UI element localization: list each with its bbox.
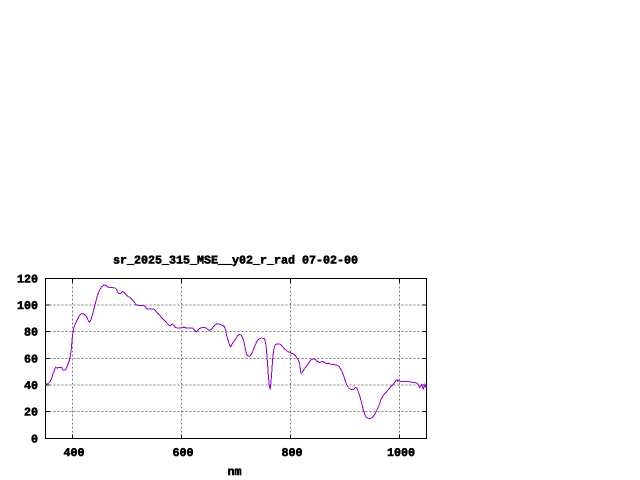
svg-text:40: 40	[24, 379, 38, 393]
svg-text:800: 800	[282, 446, 303, 460]
svg-text:sr_2025_315_MSE__y02_r_rad 07-: sr_2025_315_MSE__y02_r_rad 07-02-00	[113, 254, 358, 268]
svg-text:120: 120	[17, 273, 38, 287]
svg-text:20: 20	[24, 406, 38, 420]
svg-text:80: 80	[24, 326, 38, 340]
svg-text:600: 600	[173, 446, 194, 460]
svg-text:0: 0	[31, 433, 38, 447]
svg-text:400: 400	[64, 446, 85, 460]
svg-text:1000: 1000	[387, 446, 415, 460]
svg-text:60: 60	[24, 353, 38, 367]
svg-text:nm: nm	[228, 465, 242, 479]
svg-text:100: 100	[17, 299, 38, 313]
